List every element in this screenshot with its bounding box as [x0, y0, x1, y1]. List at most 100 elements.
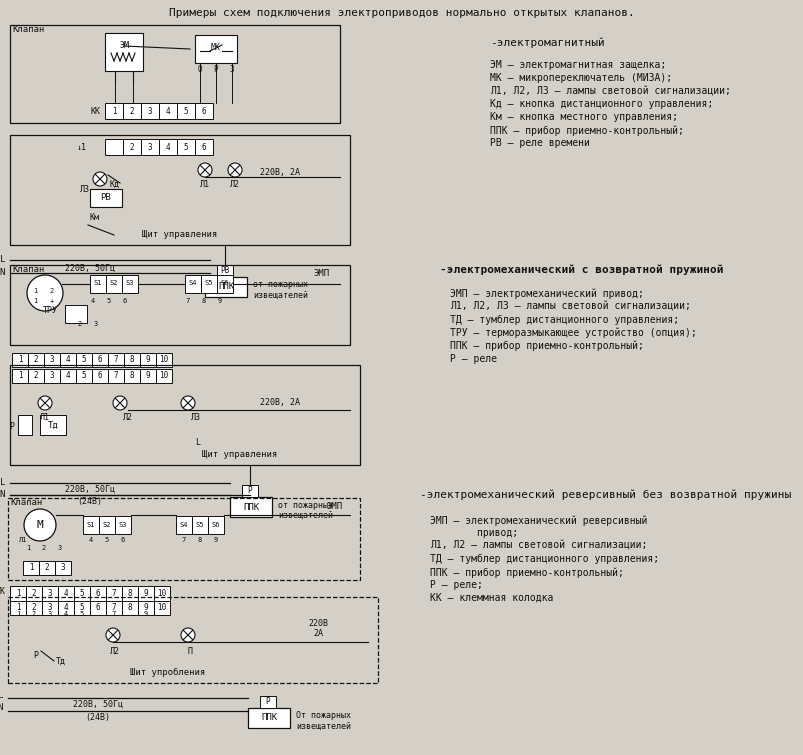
Bar — [217, 265, 233, 277]
Text: 220В, 50Гц: 220В, 50Гц — [65, 485, 115, 494]
Text: 8: 8 — [202, 298, 206, 304]
Text: S4: S4 — [189, 280, 197, 286]
Text: О: О — [198, 65, 202, 74]
Bar — [105, 33, 143, 71]
Bar — [217, 275, 233, 293]
Text: 2: 2 — [34, 356, 39, 365]
Text: L: L — [0, 255, 5, 264]
Text: М: М — [37, 520, 43, 530]
Bar — [154, 586, 169, 602]
Text: 7: 7 — [185, 298, 190, 304]
Bar — [140, 369, 156, 383]
Bar — [74, 601, 90, 615]
Text: S2: S2 — [110, 280, 118, 286]
Text: ↓1: ↓1 — [77, 143, 87, 152]
Text: 1: 1 — [16, 590, 20, 599]
Text: (24В): (24В) — [77, 497, 102, 506]
Bar — [106, 586, 122, 602]
Circle shape — [93, 172, 107, 186]
Circle shape — [106, 628, 120, 642]
Bar — [156, 369, 172, 383]
Circle shape — [38, 396, 52, 410]
Bar — [28, 353, 44, 367]
Text: от пожарных: от пожарных — [253, 281, 308, 289]
Text: Км: Км — [90, 212, 100, 221]
Text: КК: КК — [91, 107, 101, 116]
Bar — [10, 265, 349, 345]
Text: 220В, 2А: 220В, 2А — [259, 168, 300, 177]
Text: 10: 10 — [157, 590, 166, 599]
Text: 1: 1 — [18, 356, 22, 365]
Bar — [123, 139, 141, 155]
Text: S1: S1 — [87, 522, 95, 528]
Text: ППК – прибор приемно-контрольный;: ППК – прибор приемно-контрольный; — [489, 125, 683, 135]
Text: Р – реле: Р – реле — [450, 354, 496, 364]
Text: 1: 1 — [33, 288, 37, 294]
Text: От пожарных: От пожарных — [296, 711, 351, 720]
Bar — [115, 516, 131, 534]
Text: Клапан: Клапан — [10, 498, 43, 507]
Bar — [138, 586, 154, 602]
Bar — [159, 139, 177, 155]
Text: 2: 2 — [42, 545, 46, 551]
Text: 2: 2 — [45, 563, 49, 572]
Bar — [12, 353, 28, 367]
Text: 7: 7 — [113, 371, 118, 381]
Text: 4: 4 — [89, 537, 93, 543]
Bar — [10, 586, 26, 602]
Bar — [92, 353, 108, 367]
Text: 7: 7 — [181, 537, 185, 543]
Bar — [247, 708, 290, 728]
Text: ППК – прибор приемно-контрольный;: ППК – прибор приемно-контрольный; — [430, 567, 623, 578]
Bar — [195, 103, 213, 119]
Text: S5: S5 — [195, 522, 204, 528]
Bar — [10, 135, 349, 245]
Circle shape — [228, 163, 242, 177]
Text: РВ: РВ — [220, 267, 230, 276]
Bar — [106, 601, 122, 615]
Bar — [76, 369, 92, 383]
Text: 10: 10 — [159, 371, 169, 381]
Circle shape — [113, 396, 127, 410]
Text: 6: 6 — [123, 298, 127, 304]
Text: Клапан: Клапан — [12, 25, 44, 34]
Text: 5: 5 — [82, 356, 86, 365]
Text: S1: S1 — [94, 280, 102, 286]
Text: ЭМП: ЭМП — [327, 502, 343, 511]
Text: S3: S3 — [119, 522, 127, 528]
Text: Кд – кнопка дистанционного управления;: Кд – кнопка дистанционного управления; — [489, 99, 712, 109]
Bar — [106, 275, 122, 293]
Bar — [122, 586, 138, 602]
Text: 3: 3 — [94, 321, 98, 327]
Text: 2А: 2А — [312, 628, 323, 637]
Text: 3: 3 — [230, 65, 234, 74]
Text: 3: 3 — [148, 143, 152, 152]
Bar — [154, 601, 169, 615]
Text: 3: 3 — [47, 603, 52, 612]
Text: 3: 3 — [50, 371, 55, 381]
Bar — [90, 586, 106, 602]
Text: привод;: привод; — [430, 528, 517, 538]
Bar — [159, 103, 177, 119]
Bar — [99, 516, 115, 534]
Bar — [83, 516, 99, 534]
Text: 6: 6 — [96, 590, 100, 599]
Text: Л1, Л2 – лампы световой сигнализации;: Л1, Л2 – лампы световой сигнализации; — [430, 541, 646, 551]
Text: -электромеханический с возвратной пружиной: -электромеханический с возвратной пружин… — [439, 265, 723, 276]
Text: 10: 10 — [157, 603, 166, 612]
Text: 5: 5 — [79, 611, 84, 617]
Text: 3: 3 — [47, 590, 52, 599]
Text: 6: 6 — [120, 537, 125, 543]
Text: S4: S4 — [180, 522, 188, 528]
Text: N: N — [0, 704, 3, 713]
Text: Р: Р — [9, 423, 14, 432]
Text: L: L — [195, 439, 200, 448]
Bar — [123, 103, 141, 119]
Text: Км – кнопка местного управления;: Км – кнопка местного управления; — [489, 112, 677, 122]
Bar — [10, 25, 340, 123]
Text: 10: 10 — [159, 356, 169, 365]
Text: 5: 5 — [183, 106, 188, 116]
Text: МК – микропереключатель (МИЗА);: МК – микропереключатель (МИЗА); — [489, 73, 671, 83]
Bar — [74, 586, 90, 602]
Text: 4: 4 — [165, 106, 170, 116]
